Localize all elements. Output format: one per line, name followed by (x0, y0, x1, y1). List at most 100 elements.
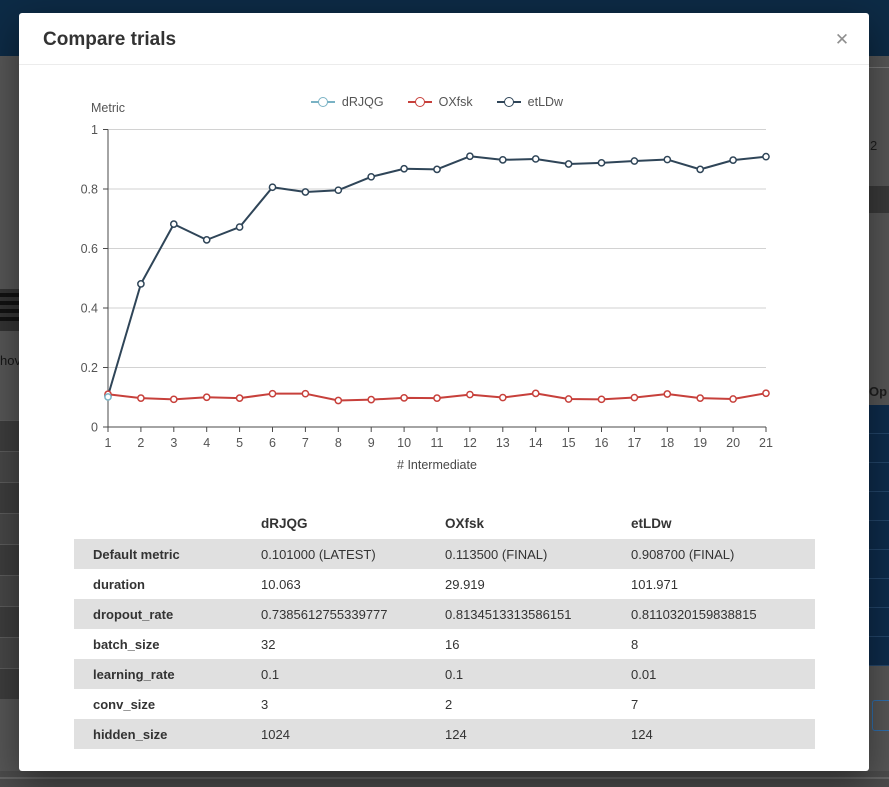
data-point-etLDw (367, 172, 376, 181)
row-value: 0.1 (261, 666, 280, 682)
compare-trials-dialog: Compare trials ✕ 0 0.2 0.4 0.6 0.8 1 1 2 3 4 5 6 7 8 9… (19, 13, 869, 771)
backdrop-left-text-fragment: hov (0, 353, 19, 368)
data-point-etLDw (498, 155, 507, 164)
row-value: 124 (445, 726, 467, 742)
row-value: 32 (261, 636, 276, 652)
data-point-OXfsk (235, 394, 244, 402)
legend-item-OXfsk[interactable]: OXfsk (407, 93, 473, 111)
backdrop-row-fragment (0, 606, 19, 637)
data-point-OXfsk (137, 394, 145, 402)
data-point-etLDw (400, 164, 408, 173)
data-point-OXfsk (762, 389, 770, 398)
table-row: batch_size 32 16 8 (74, 629, 815, 659)
x-tick-label: 9 (368, 436, 375, 450)
row-label: Default metric (93, 546, 180, 562)
x-tick-label: 4 (203, 436, 210, 450)
backdrop-button-fragment (872, 700, 889, 731)
legend-marker-icon (407, 97, 432, 107)
row-value: 8 (631, 636, 639, 652)
data-point-OXfsk (630, 393, 639, 402)
backdrop-row-fragment (0, 513, 19, 544)
backdrop-selected-rows-right (869, 405, 889, 675)
backdrop-selected-row-fragment (869, 608, 889, 637)
row-value: 0.01 (631, 666, 657, 682)
x-tick-label: 18 (660, 436, 674, 450)
dialog-header: Compare trials ✕ (19, 13, 869, 65)
legend-item-dRJQG[interactable]: dRJQG (310, 93, 384, 111)
trial-comparison-table: dRJQG OXfsk etLDw Default metric 0.101000… (74, 508, 815, 749)
data-point-OXfsk (367, 395, 376, 404)
table-header-trial-3: etLDw (631, 516, 672, 531)
row-value: 3 (261, 696, 269, 712)
data-point-etLDw (531, 155, 540, 163)
data-point-etLDw (268, 183, 277, 192)
row-value: 0.113500 (FINAL) (445, 546, 548, 562)
legend-label: dRJQG (341, 95, 384, 109)
y-tick-label: 0.8 (81, 183, 98, 197)
legend-marker-icon (310, 97, 335, 107)
chart-legend: dRJQG OXfsk etLDw (108, 93, 766, 111)
dialog-title: Compare trials (43, 29, 177, 50)
row-value: 0.8134513313586151 (445, 606, 572, 622)
row-label: conv_size (93, 696, 156, 712)
data-point-etLDw (433, 165, 441, 174)
data-point-OXfsk (564, 395, 573, 403)
data-point-OXfsk (268, 389, 277, 398)
data-point-etLDw (729, 156, 737, 164)
x-tick-label: 15 (562, 436, 576, 450)
row-value: 1024 (261, 726, 290, 742)
backdrop-selected-row-fragment (869, 434, 889, 463)
backdrop-selected-row-fragment (869, 550, 889, 579)
x-axis-title: # Intermediate (397, 458, 477, 472)
y-tick-label: 0 (91, 421, 98, 435)
legend-marker-icon (496, 97, 521, 107)
close-icon[interactable]: ✕ (827, 25, 857, 55)
table-row: duration 10.063 29.919 101.971 (74, 569, 815, 599)
table-row: hidden_size 1024 124 124 (74, 719, 815, 749)
x-tick-label: 21 (759, 436, 773, 450)
y-tick-label: 1 (91, 123, 98, 137)
row-value: 0.908700 (FINAL) (631, 546, 735, 562)
row-value: 16 (445, 636, 460, 652)
backdrop-right-number-fragment: 2 (870, 138, 878, 153)
row-value: 10.063 (261, 576, 301, 592)
data-point-etLDw (597, 158, 606, 167)
row-value: 7 (631, 696, 639, 712)
data-point-OXfsk (597, 395, 606, 404)
x-tick-label: 19 (693, 436, 707, 450)
x-tick-label: 3 (170, 436, 177, 450)
data-point-etLDw (301, 188, 310, 196)
table-row: conv_size 3 2 7 (74, 689, 815, 719)
x-tick-label: 12 (463, 436, 477, 450)
backdrop-table-rows-left (0, 420, 19, 700)
y-axis-title: Metric (91, 101, 126, 115)
table-header-trial-2: OXfsk (445, 516, 485, 531)
backdrop-selected-row-fragment (869, 637, 889, 666)
x-tick-label: 6 (269, 436, 276, 450)
table-row: learning_rate 0.1 0.1 0.01 (74, 659, 815, 689)
y-tick-label: 0.2 (81, 361, 98, 375)
data-point-etLDw (663, 155, 672, 164)
menu-icon (0, 289, 19, 331)
data-point-dRJQG (104, 393, 112, 401)
data-point-OXfsk (202, 393, 211, 402)
backdrop-divider (869, 67, 889, 68)
data-point-etLDw (169, 220, 178, 228)
data-point-etLDw (696, 165, 705, 174)
data-point-etLDw (762, 152, 770, 161)
data-point-OXfsk (301, 389, 310, 398)
row-label: learning_rate (93, 666, 175, 682)
backdrop-selected-row-fragment (869, 463, 889, 492)
y-tick-label: 0.4 (81, 302, 98, 316)
backdrop-selected-row-fragment (869, 405, 889, 434)
data-point-etLDw (630, 157, 639, 165)
backdrop-row-fragment (0, 420, 19, 451)
row-value: 124 (631, 726, 653, 742)
data-point-etLDw (466, 152, 474, 161)
data-point-OXfsk (466, 390, 474, 399)
legend-item-etLDw[interactable]: etLDw (496, 93, 563, 111)
x-tick-label: 16 (595, 436, 609, 450)
backdrop-row-fragment (0, 451, 19, 482)
row-label: dropout_rate (93, 606, 174, 622)
data-point-OXfsk (663, 390, 672, 398)
